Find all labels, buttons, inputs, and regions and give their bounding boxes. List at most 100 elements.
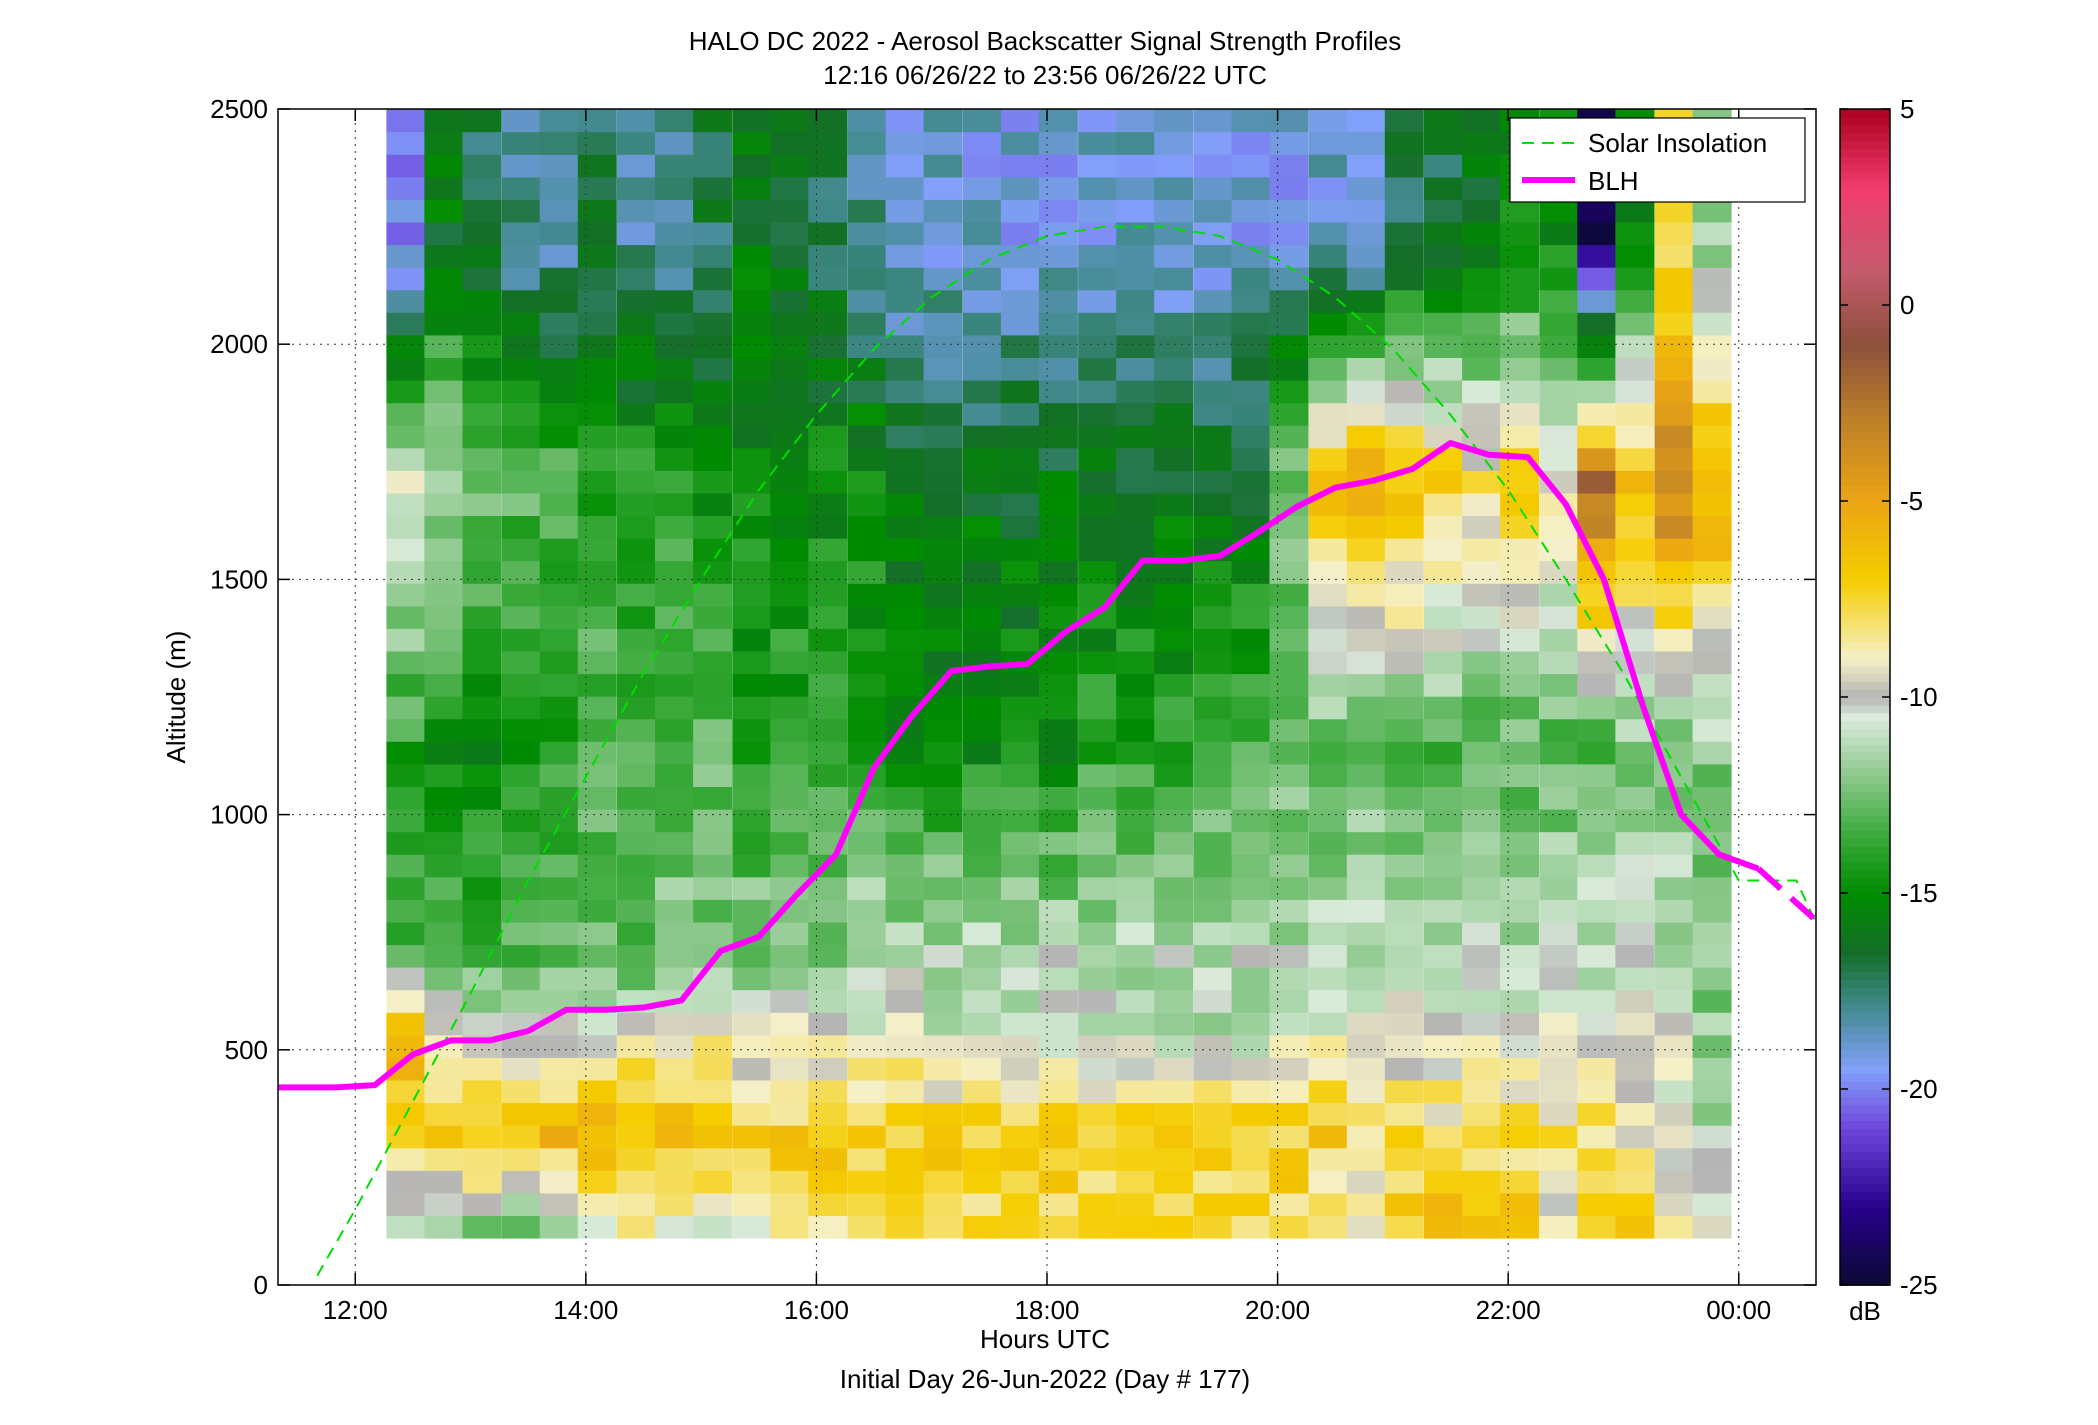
heatmap-cell bbox=[732, 176, 772, 200]
heatmap-cell bbox=[808, 267, 848, 291]
heatmap-cell bbox=[501, 1125, 541, 1149]
heatmap-cell bbox=[808, 221, 848, 246]
heatmap-cell bbox=[1500, 1147, 1540, 1171]
heatmap-cell bbox=[424, 1170, 464, 1194]
heatmap-cell bbox=[693, 1170, 733, 1194]
colorbar-segment bbox=[1840, 846, 1890, 855]
heatmap-cell bbox=[1038, 515, 1078, 539]
heatmap-cell bbox=[1462, 628, 1502, 652]
heatmap-cell bbox=[1384, 560, 1424, 584]
heatmap-cell bbox=[1038, 380, 1078, 404]
heatmap-cell bbox=[1539, 1012, 1579, 1036]
heatmap-cell bbox=[1038, 899, 1078, 923]
heatmap-cell bbox=[1424, 944, 1463, 968]
heatmap-cell bbox=[1462, 831, 1502, 855]
heatmap-cell bbox=[1577, 470, 1617, 494]
heatmap-cell bbox=[1308, 650, 1348, 675]
heatmap-cell bbox=[847, 1170, 887, 1194]
heatmap-cell bbox=[577, 628, 617, 652]
colorbar-segment bbox=[1840, 712, 1890, 722]
heatmap-cell bbox=[808, 176, 848, 200]
heatmap-cell bbox=[617, 199, 656, 223]
heatmap-cell bbox=[1577, 876, 1617, 900]
heatmap-cell bbox=[1654, 583, 1694, 607]
heatmap-cell bbox=[1269, 267, 1309, 291]
heatmap-cell bbox=[1078, 221, 1118, 246]
heatmap-cell bbox=[847, 109, 887, 133]
heatmap-cell bbox=[808, 650, 848, 675]
heatmap-cell bbox=[1269, 831, 1309, 855]
heatmap-cell bbox=[1154, 605, 1194, 629]
heatmap-cell bbox=[1615, 718, 1655, 742]
heatmap-cell bbox=[539, 425, 579, 449]
colorbar-segment bbox=[1840, 893, 1890, 902]
heatmap-cell bbox=[732, 786, 772, 810]
heatmap-cell bbox=[847, 199, 887, 223]
heatmap-cell bbox=[1577, 447, 1617, 471]
heatmap-cell bbox=[424, 1215, 464, 1239]
colorbar-segment bbox=[1840, 861, 1890, 871]
heatmap-cell bbox=[1000, 267, 1040, 291]
heatmap-cell bbox=[962, 334, 1002, 358]
colorbar-segment bbox=[1840, 179, 1890, 189]
heatmap-cell bbox=[885, 741, 925, 765]
heatmap-cell bbox=[501, 199, 541, 223]
heatmap-cell bbox=[1269, 1057, 1309, 1081]
heatmap-cell bbox=[501, 650, 541, 675]
heatmap-cell bbox=[1692, 515, 1732, 539]
heatmap-cell bbox=[462, 1102, 502, 1126]
heatmap-cell bbox=[1078, 1215, 1118, 1239]
heatmap-cell bbox=[732, 289, 772, 313]
heatmap-cell bbox=[693, 605, 733, 629]
heatmap-cell bbox=[1654, 334, 1694, 358]
heatmap-cell bbox=[1269, 854, 1309, 878]
heatmap-cell bbox=[1154, 854, 1194, 878]
heatmap-cell bbox=[1462, 267, 1502, 291]
heatmap-cell bbox=[424, 244, 464, 268]
heatmap-cell bbox=[386, 718, 426, 742]
colorbar-segment bbox=[1840, 258, 1890, 267]
heatmap-cell bbox=[923, 1057, 963, 1081]
heatmap-cell bbox=[885, 921, 925, 946]
heatmap-cell bbox=[962, 605, 1002, 629]
heatmap-cell bbox=[1692, 1170, 1732, 1194]
heatmap-cell bbox=[1424, 921, 1463, 946]
heatmap-cell bbox=[577, 1170, 617, 1194]
heatmap-cell bbox=[1424, 763, 1463, 787]
heatmap-cell bbox=[539, 1057, 579, 1081]
heatmap-cell bbox=[462, 560, 502, 584]
colorbar-segment bbox=[1840, 759, 1890, 769]
heatmap-cell bbox=[462, 989, 502, 1013]
heatmap-cell bbox=[808, 515, 848, 539]
heatmap-cell bbox=[1462, 154, 1502, 178]
heatmap-cell bbox=[693, 1147, 733, 1171]
heatmap-cell bbox=[1000, 199, 1040, 223]
heatmap-cell bbox=[539, 244, 579, 268]
heatmap-cell bbox=[539, 221, 579, 246]
heatmap-cell bbox=[1000, 289, 1040, 313]
heatmap-cell bbox=[1154, 696, 1194, 720]
heatmap-cell bbox=[1424, 312, 1463, 336]
heatmap-cell bbox=[539, 109, 579, 133]
heatmap-cell bbox=[1078, 492, 1118, 516]
heatmap-cell bbox=[732, 650, 772, 675]
heatmap-cell bbox=[501, 1102, 541, 1126]
heatmap-cell bbox=[424, 763, 464, 787]
heatmap-cell bbox=[655, 131, 694, 155]
heatmap-cell bbox=[1500, 1215, 1540, 1239]
heatmap-cell bbox=[617, 583, 656, 607]
heatmap-cell bbox=[1654, 1147, 1694, 1171]
colorbar-segment bbox=[1840, 305, 1890, 314]
heatmap-cell bbox=[693, 131, 733, 155]
heatmap-cell bbox=[1692, 1034, 1732, 1058]
heatmap-cell bbox=[617, 944, 656, 968]
heatmap-cell bbox=[1231, 876, 1271, 900]
heatmap-cell bbox=[539, 763, 579, 787]
heatmap-cell bbox=[386, 605, 426, 629]
heatmap-cell bbox=[539, 492, 579, 516]
heatmap-cell bbox=[1116, 876, 1156, 900]
heatmap-cell bbox=[1462, 583, 1502, 607]
heatmap-cell bbox=[386, 109, 426, 133]
heatmap-cell bbox=[1269, 650, 1309, 675]
